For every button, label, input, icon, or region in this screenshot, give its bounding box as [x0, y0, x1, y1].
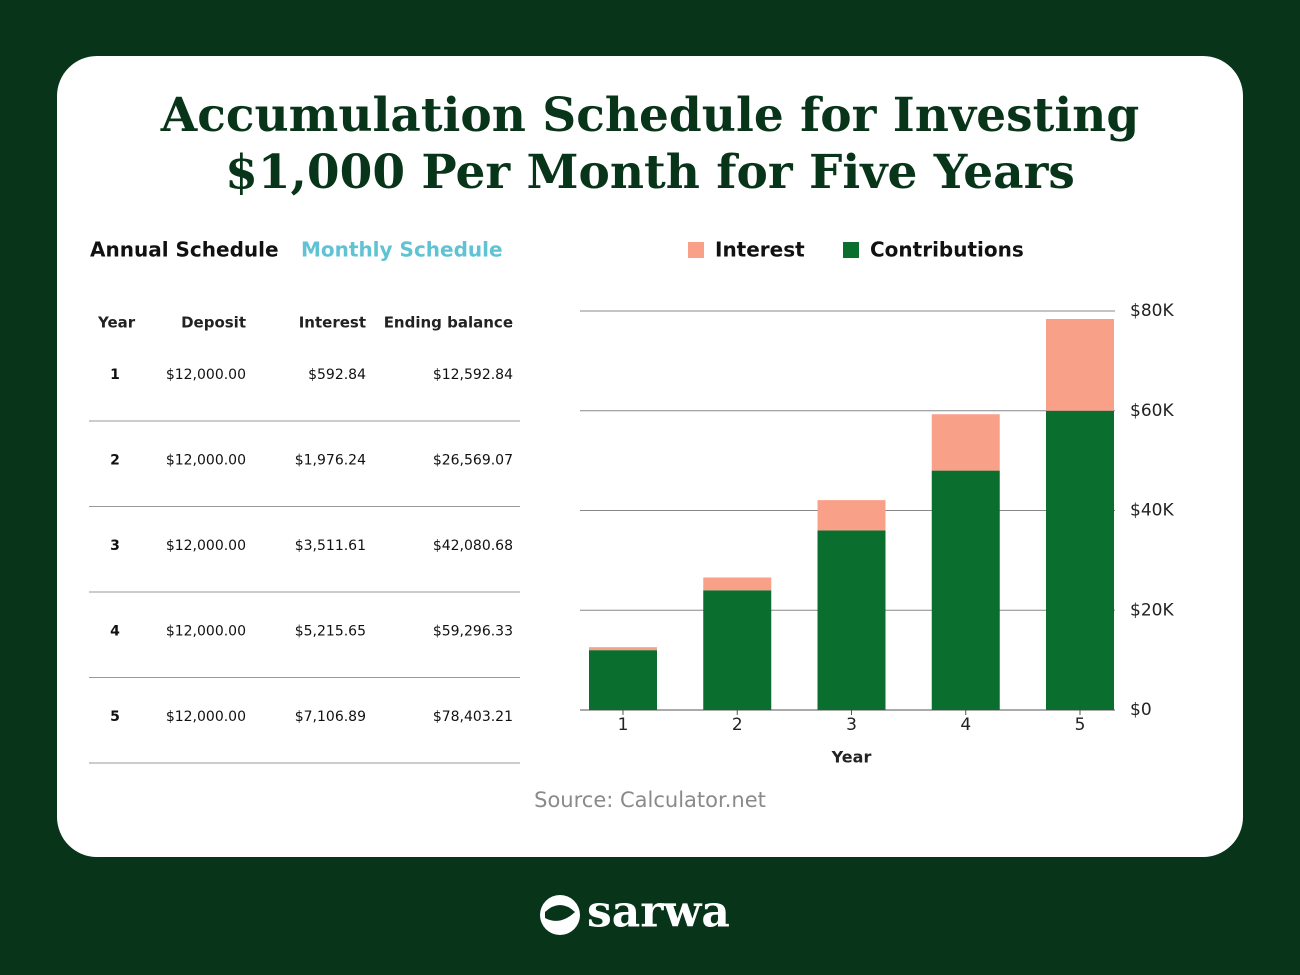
source: Source: Calculator.net [534, 788, 766, 812]
y-tick-label: $40K [1130, 501, 1174, 521]
table-header: Ending balance [384, 314, 513, 332]
table-cell: 3 [110, 538, 120, 554]
x-tick-label: 2 [732, 715, 743, 735]
table-header: Interest [299, 314, 366, 332]
brand-logo [540, 895, 580, 935]
x-tick-label: 3 [846, 715, 857, 735]
table-cell: $78,403.21 [433, 709, 513, 725]
x-tick-label: 4 [960, 715, 971, 735]
table-cell: $12,000.00 [166, 367, 246, 383]
bar-segment [931, 414, 1000, 471]
table-cell: $12,000.00 [166, 709, 246, 725]
title-line: Accumulation Schedule for Investing [160, 88, 1139, 143]
table-cell: $5,215.65 [295, 624, 366, 640]
x-axis-label: Year [831, 748, 872, 767]
logo-icon-cut [545, 905, 575, 921]
bar-segment [1046, 318, 1114, 411]
bar-segment [703, 577, 772, 591]
tab-annual[interactable]: Annual Schedule [90, 238, 279, 262]
table-cell: 2 [110, 453, 120, 469]
y-tick-label: $80K [1130, 301, 1174, 321]
table-header: Deposit [181, 314, 246, 332]
bar-segment [817, 500, 886, 531]
table-cell: 5 [110, 709, 120, 725]
legend-label: Contributions [870, 238, 1024, 262]
table-cell: $26,569.07 [433, 453, 513, 469]
x-tick-label: 5 [1075, 715, 1086, 735]
y-tick-label: $60K [1130, 401, 1174, 421]
table-cell: $59,296.33 [433, 624, 513, 640]
title-line: $1,000 Per Month for Five Years [225, 145, 1075, 200]
table-cell: $1,976.24 [295, 453, 366, 469]
table-cell: $12,000.00 [166, 453, 246, 469]
bar-segment [817, 530, 886, 710]
table-cell: $7,106.89 [295, 709, 366, 725]
bar-segment [931, 470, 1000, 710]
brand: sarwa [587, 887, 730, 938]
table-cell: 4 [110, 624, 120, 640]
table-cell: $3,511.61 [295, 538, 366, 554]
legend-label: Interest [715, 238, 805, 262]
y-tick-label: $0 [1130, 700, 1152, 720]
y-tick-label: $20K [1130, 600, 1174, 620]
legend-swatch [843, 242, 859, 258]
table-cell: $12,592.84 [433, 367, 513, 383]
table-cell: $12,000.00 [166, 624, 246, 640]
legend-swatch [688, 242, 704, 258]
table-cell: $12,000.00 [166, 538, 246, 554]
table-cell: $592.84 [308, 367, 366, 383]
table-header: Year [97, 314, 136, 332]
bar-segment [1046, 410, 1114, 710]
tab-monthly[interactable]: Monthly Schedule [301, 238, 503, 262]
table-cell: $42,080.68 [433, 538, 513, 554]
bar-segment [589, 647, 657, 651]
table-cell: 1 [110, 367, 120, 383]
x-tick-label: 1 [618, 715, 629, 735]
bar-segment [589, 650, 657, 710]
bar-segment [703, 590, 772, 710]
